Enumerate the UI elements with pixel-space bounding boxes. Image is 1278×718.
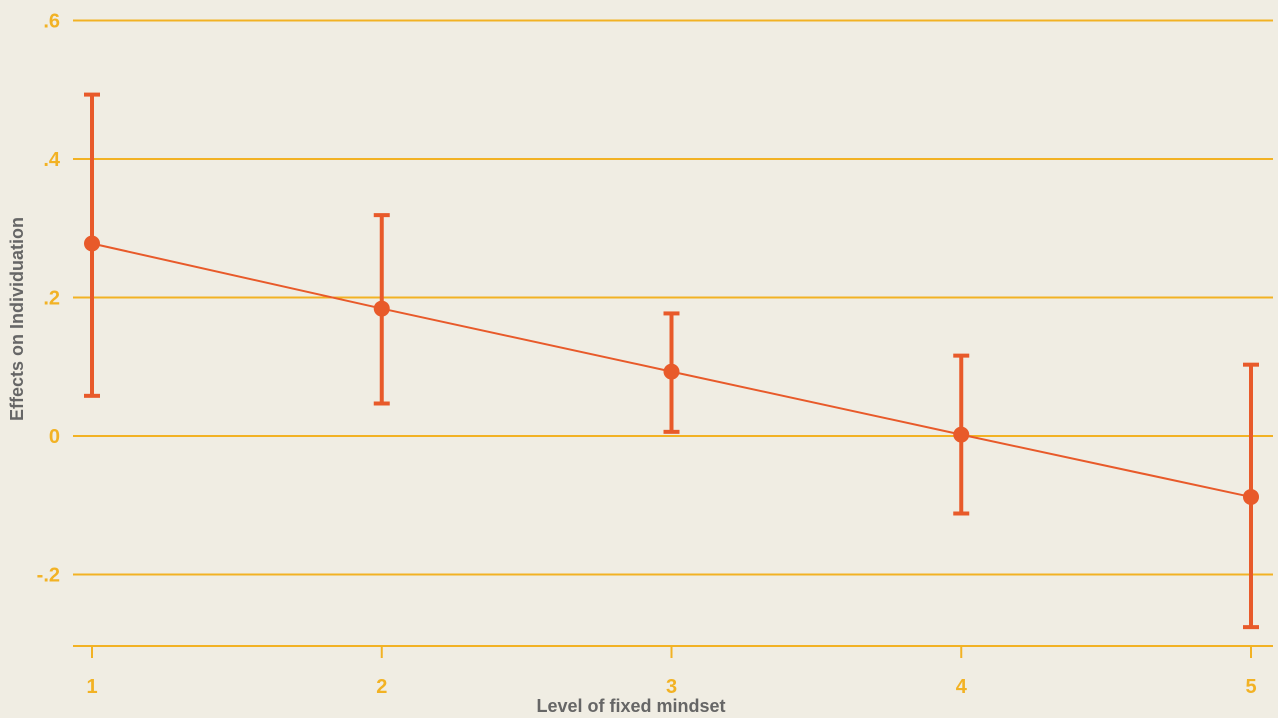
y-tick-label: -.2 bbox=[37, 565, 60, 587]
x-tick-label: 4 bbox=[956, 676, 968, 698]
x-axis bbox=[73, 645, 1273, 658]
y-axis-title: Effects on Individuation bbox=[7, 217, 27, 421]
x-tick-label: 5 bbox=[1245, 676, 1256, 698]
data-point bbox=[373, 300, 390, 317]
y-tick-label: 0 bbox=[49, 426, 60, 448]
x-tick-label: 2 bbox=[376, 676, 387, 698]
y-tick-label: .4 bbox=[43, 149, 61, 171]
data-point bbox=[953, 426, 970, 443]
data-point bbox=[663, 363, 680, 380]
y-tick-label: .2 bbox=[43, 288, 60, 310]
series-layer bbox=[84, 92, 1259, 630]
x-tick-labels: 1 2 3 4 5 bbox=[86, 676, 1256, 698]
grid-lines bbox=[73, 19, 1273, 576]
x-tick-label: 1 bbox=[86, 676, 97, 698]
y-tick-label: .6 bbox=[43, 11, 60, 33]
y-tick-labels: .6 .4 .2 0 -.2 bbox=[37, 11, 61, 587]
x-axis-title: Level of fixed mindset bbox=[536, 696, 725, 716]
x-tick-label: 3 bbox=[666, 676, 677, 698]
data-point bbox=[84, 235, 100, 252]
data-point bbox=[1243, 488, 1259, 505]
